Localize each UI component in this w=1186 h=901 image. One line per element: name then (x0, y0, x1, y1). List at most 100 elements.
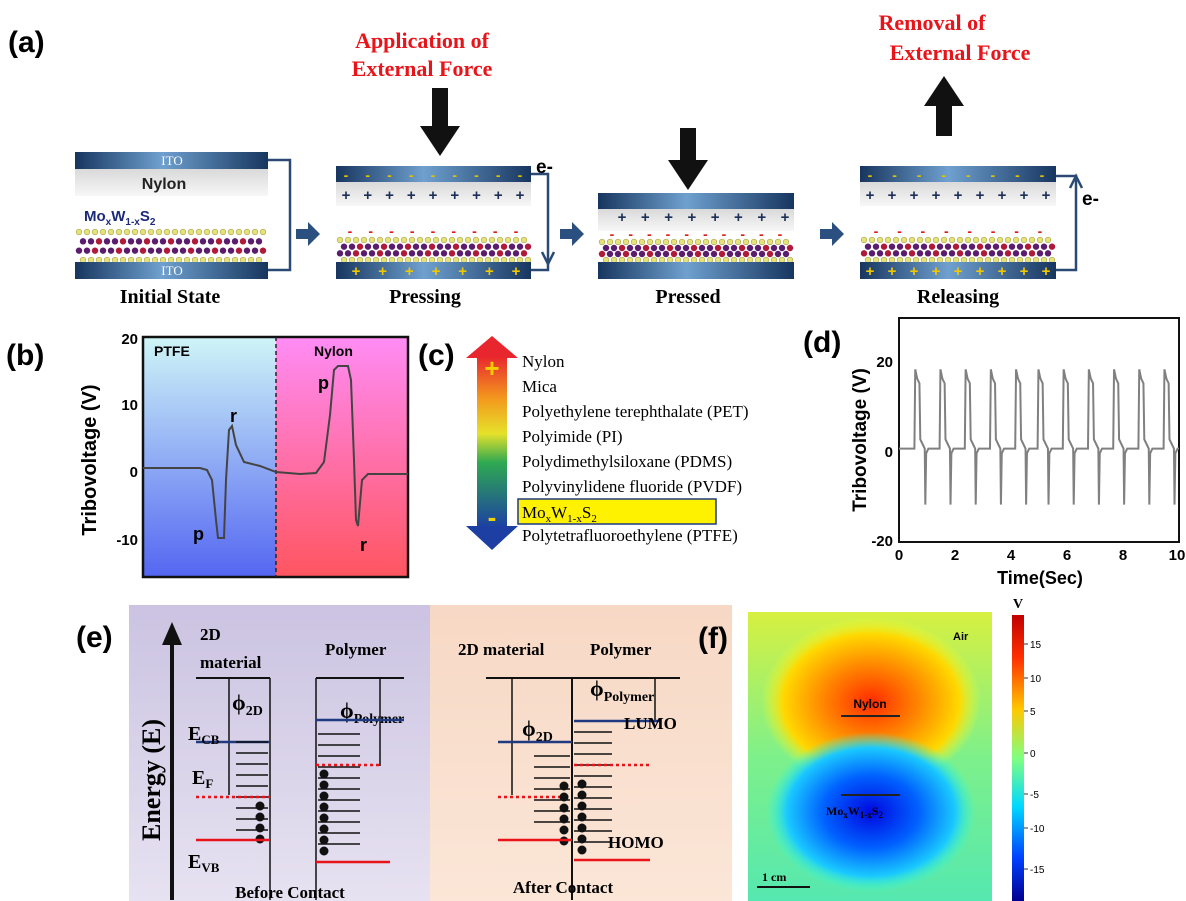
region-nylon (276, 337, 408, 577)
lattice-atom (662, 250, 670, 258)
charge-symbol: - (431, 167, 436, 183)
panel-a-label: (a) (8, 26, 45, 59)
lattice-atom (786, 256, 794, 264)
lattice-atom (119, 238, 127, 245)
lattice-atom (960, 256, 968, 264)
charge-row-plus: + + + + + + + + (618, 209, 790, 226)
energy-axis-arrow-icon (162, 622, 182, 645)
lattice-atom (356, 256, 364, 264)
lattice-atom (674, 244, 682, 252)
lattice-atom (1048, 243, 1056, 250)
lattice-atom (364, 243, 372, 250)
lattice-atom (87, 238, 95, 245)
lattice-atom (195, 247, 203, 254)
lattice-atom (484, 243, 492, 250)
lattice-atom (968, 243, 976, 250)
lattice-atom (376, 250, 384, 257)
lattice-atom (516, 243, 524, 250)
charge-row-plus-yellow: + + + + + + + + + (866, 263, 1051, 280)
region-label-ptfe: PTFE (154, 343, 190, 359)
charge-symbol: + (757, 209, 766, 226)
lattice-atom (456, 250, 464, 257)
lattice-atom (155, 247, 163, 254)
lattice-atom (512, 250, 520, 257)
charge-symbol: + (976, 187, 985, 204)
lattice-atom (107, 228, 115, 236)
panel-d-label: (d) (803, 326, 841, 359)
f-mos2-label: MoxW1-xS2 (826, 804, 884, 820)
lattice-atom (778, 256, 786, 264)
lattice-atom (726, 238, 734, 246)
lattice-atom (404, 243, 412, 250)
lattice-atom (496, 250, 504, 257)
colorbar-tick-label: -10 (1030, 824, 1045, 835)
lattice-atom (392, 250, 400, 257)
lattice-atom (912, 243, 920, 250)
lattice-atom (151, 238, 159, 245)
lattice-atom (127, 256, 135, 264)
lattice-atom (520, 236, 528, 244)
lattice-atom (356, 243, 364, 250)
lattice-atom (251, 228, 259, 236)
stage-arrow-icon-2 (560, 222, 584, 246)
lattice-atom (940, 236, 948, 244)
lattice-atom (1036, 250, 1044, 257)
lattice-atom (980, 236, 988, 244)
lattice-atom (336, 250, 344, 257)
lattice-atom (360, 250, 368, 257)
caption-remove-line-1: Removal of (879, 10, 987, 35)
lattice-atom (191, 238, 199, 245)
lattice-atom (916, 236, 924, 244)
lattice-atom (976, 256, 984, 264)
lattice-atom (468, 256, 476, 264)
lattice-atom (638, 250, 646, 258)
lattice-atom (235, 247, 243, 254)
charge-symbol: - (759, 226, 764, 242)
charge-symbol: + (385, 187, 394, 204)
lattice-atom (1012, 236, 1020, 244)
charge-symbol: + (494, 187, 503, 204)
mos2-lattice (75, 228, 267, 264)
electron-dot (577, 790, 587, 800)
series-item: Polyimide (PI) (522, 427, 623, 446)
charge-symbol: - (921, 223, 926, 239)
lattice-atom (400, 236, 408, 244)
charge-symbol: + (998, 187, 1007, 204)
lattice-atom (722, 256, 730, 264)
lattice-atom (492, 256, 500, 264)
charge-symbol: - (518, 167, 523, 183)
b-peak-r-left: r (230, 406, 237, 426)
lattice-atom (598, 250, 606, 258)
phi-polymer-after: ϕPolymer (590, 676, 654, 705)
lattice-atom (1012, 250, 1020, 257)
lattice-atom (251, 247, 259, 254)
b-peak-r-right: r (360, 535, 367, 555)
lattice-atom (1044, 236, 1052, 244)
charge-symbol: - (1038, 223, 1043, 239)
lattice-atom (948, 250, 956, 257)
lattice-atom (860, 236, 868, 244)
electron-dot (559, 825, 569, 835)
stage-pressing: --------- + + + + + + + + + --------- + + + + + + + e-… (336, 157, 556, 308)
lattice-atom (718, 250, 726, 258)
lattice-atom (996, 236, 1004, 244)
lattice-atom (782, 238, 790, 246)
lattice-atom (123, 247, 131, 254)
panel-b: (b) PTFE Nylon 20 10 0 -10 Tribovoltage … (6, 331, 410, 579)
charge-symbol: - (892, 167, 897, 183)
lattice-atom (131, 247, 139, 254)
charge-symbol: + (405, 263, 414, 280)
lattice-atom (980, 250, 988, 257)
charge-symbol: - (897, 223, 902, 239)
lattice-atom (191, 256, 199, 264)
charge-row-plus: + + + + + + + + + (866, 187, 1051, 204)
charge-symbol: + (485, 263, 494, 280)
charge-symbol: + (1042, 263, 1051, 280)
stage-label-pressed: Pressed (655, 286, 720, 308)
charge-symbol: - (514, 223, 519, 239)
lattice-atom (131, 228, 139, 236)
lattice-atom (83, 247, 91, 254)
lattice-atom (344, 236, 352, 244)
lattice-atom (782, 250, 790, 258)
d-xlabel: Time(Sec) (997, 568, 1083, 588)
